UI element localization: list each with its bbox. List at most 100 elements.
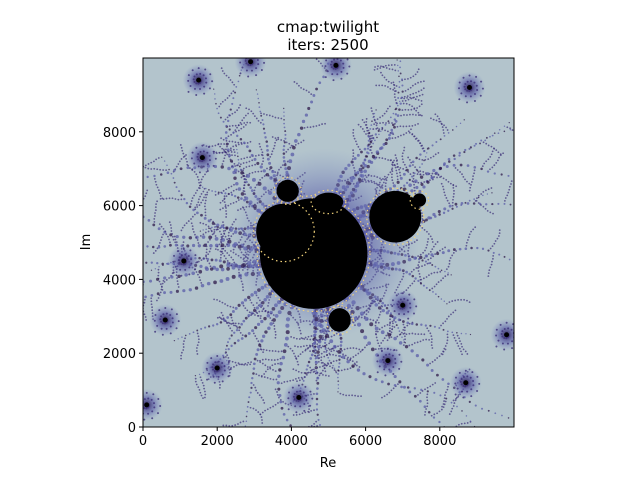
filament-dot [284,336,289,341]
filament-dot [221,199,224,202]
filament-dot [231,310,235,313]
filament-dot [415,26,417,28]
filament-dot [413,280,416,283]
filament-dot [295,449,297,451]
filament-dot [229,202,232,205]
filament-dot [220,243,225,248]
filament-dot [409,33,411,35]
filament-dot [309,371,312,374]
filament-dot [397,135,400,138]
filament-dot [247,112,249,115]
filament-dot [411,41,413,43]
filament-dot [393,374,397,379]
filament-dot [392,112,395,115]
filament-dot [432,245,435,248]
filament-dot [264,136,267,139]
filament-dot [431,383,434,386]
filament-dot [409,76,412,79]
filament-dot [210,258,214,262]
filament-dot [438,420,441,424]
filament-dot [238,326,241,329]
filament-dot [159,197,162,200]
filament-dot [240,301,245,305]
filament-dot [410,349,414,353]
filament-dot [246,121,249,124]
filament-dot [397,70,400,72]
filament-dot [314,354,316,357]
filament-dot [203,205,206,208]
filament-dot [220,165,224,169]
filament-dot [419,38,421,40]
filament-dot [424,413,426,416]
filament-dot [158,223,161,226]
filament-dot [394,108,397,111]
filament-dot [284,130,287,133]
filament-dot [349,367,352,370]
filament-dot [361,349,364,352]
filament-dot [222,148,225,151]
filament-dot [274,336,277,339]
filament-dot [205,254,207,257]
filament-dot [418,105,421,108]
filament-dot [371,134,374,137]
filament-dot [244,362,247,365]
filament-dot [518,265,520,267]
filament-dot [81,275,83,277]
filament-dot [160,285,163,288]
filament-dot [244,316,248,320]
filament-dot [402,329,405,331]
filament-dot [403,95,406,98]
filament-dot [240,169,243,172]
filament-dot [226,322,229,325]
filament-dot [424,249,426,252]
filament-dot [391,137,394,140]
filament-dot [244,307,247,310]
filament-dot [351,394,354,397]
filament-dot [303,126,306,129]
filament-dot [202,175,204,178]
filament-dot [324,370,327,373]
filament-dot [390,389,393,392]
filament-dot [419,253,422,256]
filament-dot [390,82,393,84]
filament-dot [374,66,376,68]
filament-dot [321,123,323,125]
filament-dot [417,270,420,272]
filament-dot [248,108,250,111]
filament-dot [199,264,203,268]
filament-dot [204,211,207,214]
filament-dot [320,346,323,349]
filament-dot [266,149,269,152]
filament-dot [224,245,227,248]
filament-dot [119,181,121,183]
filament-dot [442,277,444,280]
filament-dot [325,350,328,353]
filament-dot [151,245,155,249]
filament-dot [207,219,211,223]
filament-dot [306,338,309,341]
filament-dot [219,264,224,269]
filament-dot [413,387,417,390]
filament-dot [492,254,495,257]
filament-dot [234,324,237,327]
filament-dot [243,174,245,177]
filament-dot [91,161,93,163]
filament-dot [90,262,92,264]
filament-dot [378,128,381,131]
filament-dot [220,67,223,70]
filament-dot [332,353,334,356]
filament-dot [363,147,367,151]
filament-dot [439,249,441,252]
filament-dot [217,248,219,251]
filament-dot [413,29,415,31]
filament-dot [315,442,317,444]
filament-dot [537,258,539,260]
filament-dot [262,123,265,126]
filament-dot [246,156,249,159]
filament-dot [330,361,332,364]
filament-dot [422,251,425,254]
filament-dot [256,93,259,95]
filament-dot [511,129,514,131]
filament-dot [233,183,235,186]
filament-dot [477,439,479,441]
